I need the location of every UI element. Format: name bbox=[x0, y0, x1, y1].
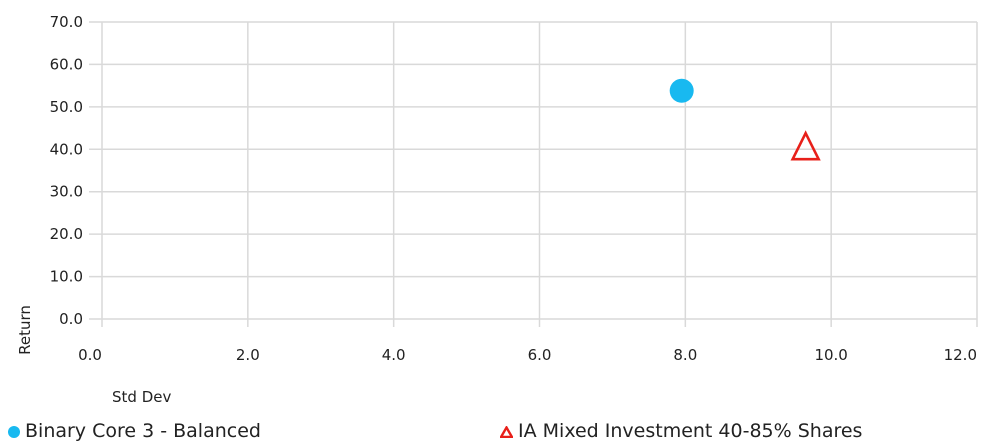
x-tick-label: 10.0 bbox=[814, 346, 847, 364]
y-tick-label: 70.0 bbox=[50, 13, 83, 31]
y-tick-label: 60.0 bbox=[50, 55, 83, 73]
y-tick-label: 10.0 bbox=[50, 268, 83, 286]
data-point-binary-core[interactable] bbox=[669, 78, 694, 103]
y-tick-label: 30.0 bbox=[50, 183, 83, 201]
y-tick-label: 40.0 bbox=[50, 140, 83, 158]
y-axis-label: Return bbox=[16, 305, 34, 355]
circle-marker-icon bbox=[8, 425, 20, 438]
legend-label: IA Mixed Investment 40-85% Shares bbox=[518, 420, 863, 442]
y-tick-label: 0.0 bbox=[59, 310, 83, 328]
x-tick-label: 12.0 bbox=[944, 346, 977, 364]
data-points bbox=[669, 78, 821, 161]
legend-label: Binary Core 3 - Balanced bbox=[25, 420, 261, 442]
triangle-marker-icon bbox=[500, 425, 513, 438]
grid bbox=[89, 21, 978, 327]
x-axis-ticks: 0.0 2.0 4.0 6.0 8.0 10.0 12.0 bbox=[78, 346, 977, 364]
y-tick-label: 20.0 bbox=[50, 225, 83, 243]
y-tick-label: 50.0 bbox=[50, 98, 83, 116]
x-axis-label: Std Dev bbox=[112, 388, 171, 406]
x-tick-label: 8.0 bbox=[673, 346, 697, 364]
data-point-ia-mixed[interactable] bbox=[790, 130, 821, 161]
y-axis-ticks: 0.0 10.0 20.0 30.0 40.0 50.0 60.0 70.0 bbox=[50, 13, 83, 328]
x-tick-label: 6.0 bbox=[528, 346, 552, 364]
legend-item-binary-core[interactable]: Binary Core 3 - Balanced bbox=[8, 420, 261, 442]
x-tick-label: 4.0 bbox=[382, 346, 406, 364]
legend-item-ia-mixed[interactable]: IA Mixed Investment 40-85% Shares bbox=[500, 420, 862, 442]
x-tick-label: 0.0 bbox=[78, 346, 102, 364]
x-tick-label: 2.0 bbox=[236, 346, 260, 364]
